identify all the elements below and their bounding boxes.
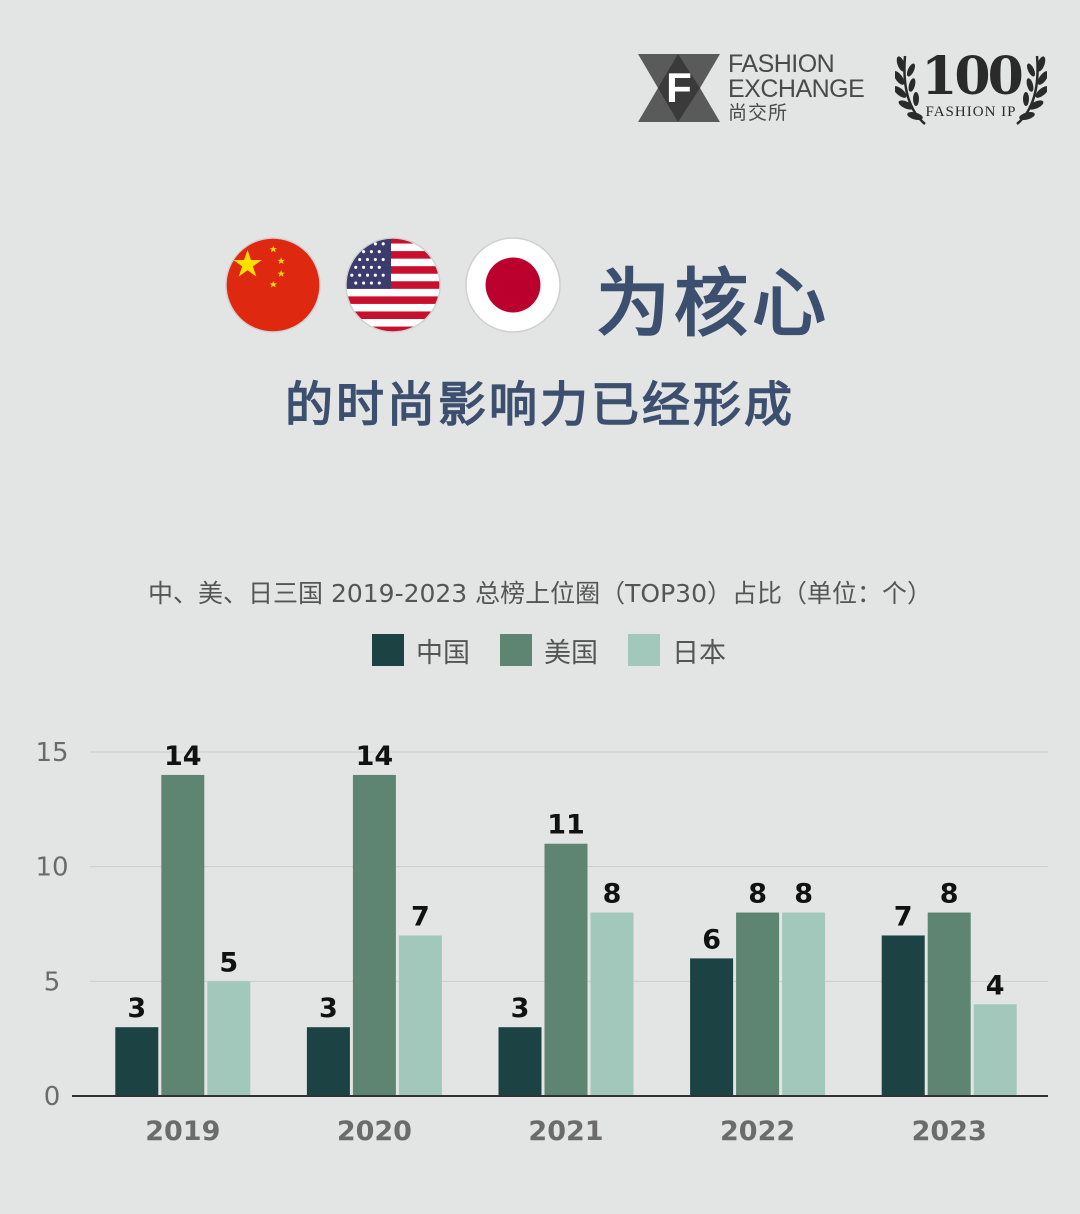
ip-logo-sub: FASHION IP [925,104,1017,120]
data-label: 8 [794,879,813,910]
bar [352,774,396,1096]
data-label: 5 [219,947,238,978]
y-tick-label: 10 [35,853,68,883]
data-label: 4 [986,970,1005,1001]
y-tick-label: 15 [35,738,68,768]
x-tick-label: 2020 [337,1116,412,1147]
data-label: 14 [356,741,394,772]
data-label: 11 [547,810,585,841]
data-label: 7 [411,901,430,932]
bar [927,912,971,1096]
data-label: 3 [127,993,146,1024]
data-label: 14 [164,741,202,772]
legend-item-china: 中国 [372,631,470,670]
bar [207,981,251,1096]
data-label: 8 [940,879,959,910]
legend-item-usa: 美国 [500,631,598,670]
x-tick-label: 2023 [912,1116,987,1147]
legend-label-china: 中国 [416,637,470,669]
page-title: 为核心 [596,261,830,347]
data-label: 8 [748,879,767,910]
bar [690,958,734,1096]
laurel-right-icon [1016,55,1047,125]
x-tick-label: 2019 [145,1116,220,1147]
china-flag-icon [225,237,321,333]
fx-cn: 尚交所 [728,102,789,124]
ip-logo-number: 100 [921,46,1024,107]
legend-swatch-china [372,634,404,666]
fx-line1: FASHION [728,50,835,78]
bar [782,912,826,1096]
fashion-exchange-mark-icon: F [638,54,720,122]
bar [306,1027,350,1096]
bar [590,912,634,1096]
fashion-exchange-logo: F FASHION EXCHANGE 尚交所 [638,52,868,124]
bar [498,1027,542,1096]
legend-label-usa: 美国 [544,637,598,669]
x-tick-label: 2022 [720,1116,795,1147]
data-label: 7 [894,901,913,932]
chart-title: 中、美、日三国 2019-2023 总榜上位圈（TOP30）占比（单位：个） [148,579,932,608]
bar [161,774,205,1096]
bar [398,935,442,1096]
x-tick-label: 2021 [528,1116,603,1147]
data-label: 8 [603,879,622,910]
data-label: 3 [319,993,338,1024]
data-label: 6 [702,924,721,955]
usa-flag-icon [345,237,441,333]
data-label: 3 [511,993,530,1024]
japan-flag-icon [465,237,561,333]
fx-letter: F [666,64,692,111]
fashion-ip-100-logo: 100 FASHION IP [895,44,1047,130]
legend-label-japan: 日本 [672,637,726,669]
bar [115,1027,159,1096]
fx-line2: EXCHANGE [728,75,865,103]
legend-item-japan: 日本 [628,631,726,670]
legend-swatch-japan [628,634,660,666]
y-tick-label: 0 [44,1082,61,1112]
bar [736,912,780,1096]
laurel-left-icon [895,55,926,125]
chart-legend: 中国 美国 日本 [372,631,756,670]
bar [544,843,588,1096]
bar [973,1004,1017,1096]
legend-swatch-usa [500,634,532,666]
bar [881,935,925,1096]
page-subtitle: 的时尚影响力已经形成 [284,377,795,433]
y-tick-label: 5 [44,967,61,997]
